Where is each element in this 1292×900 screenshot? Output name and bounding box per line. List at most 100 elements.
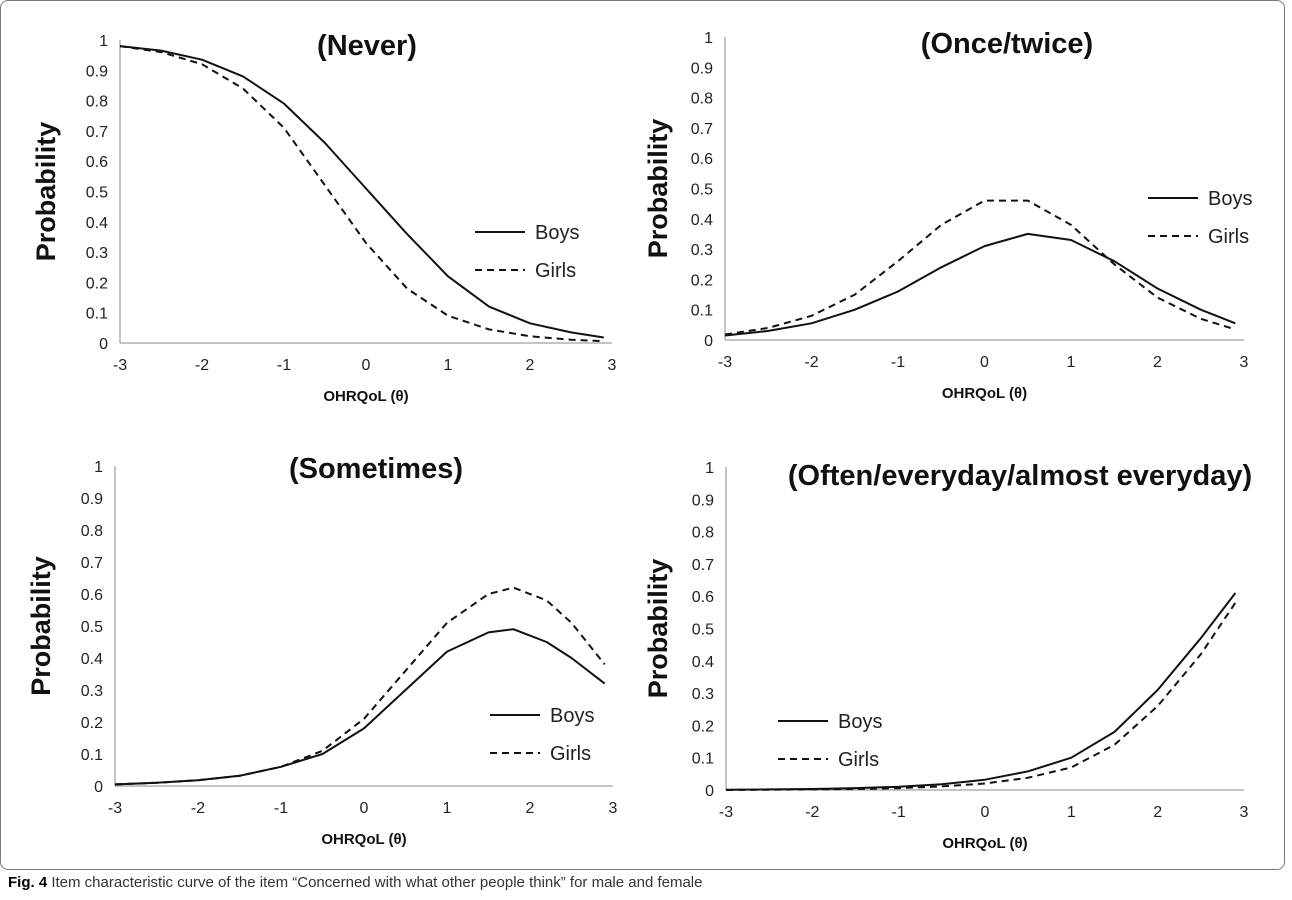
x-tick-label: 1 — [1067, 804, 1076, 821]
y-axis-title: Probability — [643, 119, 673, 259]
x-tick-label: 2 — [1153, 804, 1162, 821]
y-tick-label: 0.1 — [691, 303, 713, 320]
figure-caption-text: Item characteristic curve of the item “C… — [51, 874, 703, 891]
x-tick-label: 1 — [1067, 354, 1076, 371]
x-tick-label: 0 — [362, 357, 371, 374]
series-line-boys — [725, 592, 1237, 791]
y-tick-label: 0.3 — [692, 686, 714, 703]
x-tick-label: 3 — [1240, 804, 1249, 821]
chart-title: (Once/twice) — [921, 28, 1093, 60]
series-line-boys — [724, 232, 1236, 337]
x-tick-label: 3 — [1240, 354, 1249, 371]
figure-caption: Fig. 4 Item characteristic curve of the … — [8, 874, 702, 891]
y-tick-label: 0.9 — [692, 492, 714, 509]
y-tick-label: 0.2 — [692, 718, 714, 735]
y-tick-label: 0.9 — [86, 63, 108, 80]
legend-label-girls: Girls — [838, 749, 879, 771]
x-tick-label: -1 — [277, 357, 291, 374]
y-tick-label: 0.5 — [692, 622, 714, 639]
y-tick-label: 0.3 — [86, 245, 108, 262]
y-tick-label: 0.1 — [86, 306, 108, 323]
y-tick-label: 0 — [94, 779, 103, 796]
y-tick-label: 0.3 — [81, 683, 103, 700]
y-axis-title: Probability — [643, 559, 673, 699]
legend-label-boys: Boys — [535, 222, 579, 244]
x-tick-label: -1 — [892, 804, 906, 821]
y-tick-label: 1 — [705, 460, 714, 477]
y-tick-label: 0.8 — [86, 94, 108, 111]
y-tick-label: 0.2 — [86, 275, 108, 292]
x-tick-label: -3 — [113, 357, 127, 374]
y-tick-label: 0.4 — [691, 212, 713, 229]
y-tick-label: 0.4 — [81, 651, 103, 668]
x-tick-label: 0 — [981, 804, 990, 821]
y-tick-label: 0 — [705, 783, 714, 800]
x-tick-label: 1 — [444, 357, 453, 374]
series-line-girls — [119, 45, 604, 343]
legend-label-boys: Boys — [838, 711, 882, 733]
series-line-girls — [114, 586, 606, 786]
legend-label-girls: Girls — [535, 260, 576, 282]
chart-panel-2: 0 0.1 0.2 0.3 0.4 0.5 0.6 0.7 0.8 0.9 1 -3 -2 -1 0 1 2 3 O… — [643, 28, 1252, 402]
x-tick-label: -2 — [191, 800, 205, 817]
y-tick-label: 0.7 — [81, 555, 103, 572]
y-tick-label: 0.4 — [86, 215, 108, 232]
y-tick-label: 1 — [704, 30, 713, 47]
x-tick-label: -1 — [274, 800, 288, 817]
x-axis-title: OHRQoL (θ) — [942, 385, 1027, 402]
y-tick-label: 0.5 — [86, 185, 108, 202]
x-tick-label: -1 — [891, 354, 905, 371]
y-tick-label: 0.4 — [692, 654, 714, 671]
x-tick-label: -2 — [804, 354, 818, 371]
y-tick-label: 0.5 — [691, 182, 713, 199]
y-tick-label: 0.7 — [86, 124, 108, 141]
y-tick-label: 0.9 — [691, 60, 713, 77]
y-tick-label: 0.6 — [86, 154, 108, 171]
x-tick-label: 3 — [608, 357, 617, 374]
chart-panel-1: 0 0.1 0.2 0.3 0.4 0.5 0.6 0.7 0.8 0.9 1 -3 -2 -1 0 1 2 3 O… — [31, 30, 617, 405]
y-tick-label: 1 — [94, 459, 103, 476]
y-axis-title: Probability — [31, 122, 61, 262]
x-tick-label: -2 — [805, 804, 819, 821]
x-tick-label: -3 — [108, 800, 122, 817]
series-line-boys — [119, 45, 604, 339]
y-tick-label: 0.8 — [691, 91, 713, 108]
y-tick-label: 0.2 — [81, 715, 103, 732]
x-tick-label: 1 — [443, 800, 452, 817]
legend-label-girls: Girls — [550, 743, 591, 765]
y-tick-label: 0.2 — [691, 272, 713, 289]
figure-frame — [0, 0, 1285, 870]
x-tick-label: 0 — [980, 354, 989, 371]
legend-label-boys: Boys — [1208, 188, 1252, 210]
legend-label-girls: Girls — [1208, 226, 1249, 248]
y-tick-label: 0.1 — [692, 751, 714, 768]
y-tick-label: 0.7 — [691, 121, 713, 138]
x-tick-label: 3 — [609, 800, 618, 817]
y-tick-label: 0.3 — [691, 242, 713, 259]
y-tick-label: 0 — [704, 333, 713, 350]
x-axis-title: OHRQoL (θ) — [942, 835, 1027, 852]
figure-caption-label: Fig. 4 — [8, 874, 48, 891]
y-tick-label: 0 — [99, 336, 108, 353]
chart-panel-4: 0 0.1 0.2 0.3 0.4 0.5 0.6 0.7 0.8 0.9 1 -3 -2 -1 0 1 2 3 O… — [643, 460, 1252, 852]
chart-title: (Often/everyday/almost everyday) — [788, 460, 1252, 492]
x-tick-label: 2 — [526, 357, 535, 374]
y-axis-title: Probability — [26, 556, 56, 696]
y-tick-label: 1 — [99, 33, 108, 50]
series-line-girls — [725, 602, 1237, 791]
chart-title: (Never) — [317, 30, 417, 62]
legend-label-boys: Boys — [550, 705, 594, 727]
x-tick-label: -3 — [718, 354, 732, 371]
y-tick-label: 0.6 — [692, 589, 714, 606]
y-tick-label: 0.1 — [81, 747, 103, 764]
y-tick-label: 0.5 — [81, 619, 103, 636]
y-tick-label: 0.8 — [81, 523, 103, 540]
chart-title: (Sometimes) — [289, 453, 463, 485]
y-tick-label: 0.7 — [692, 557, 714, 574]
x-axis-title: OHRQoL (θ) — [323, 388, 408, 405]
x-tick-label: 2 — [526, 800, 535, 817]
x-axis-title: OHRQoL (θ) — [321, 831, 406, 848]
y-tick-label: 0.9 — [81, 491, 103, 508]
x-tick-label: 0 — [360, 800, 369, 817]
